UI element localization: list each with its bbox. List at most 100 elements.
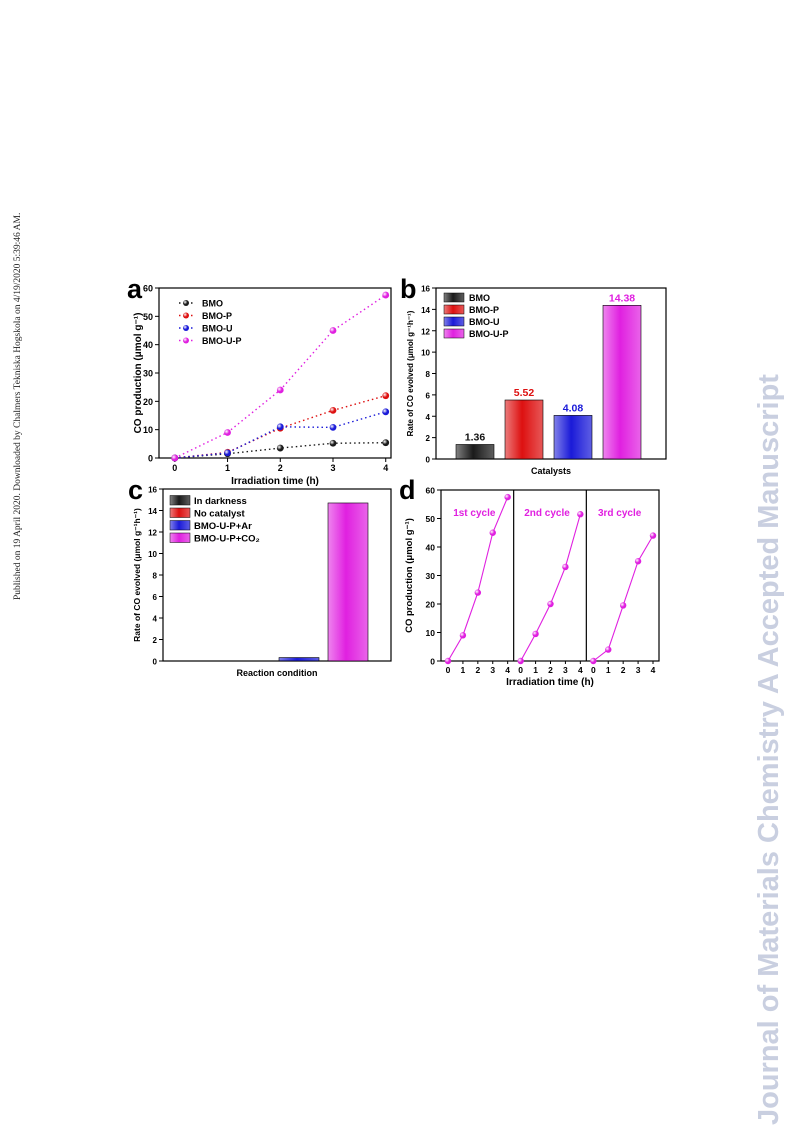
panel-b-ytick-label: 4 (426, 413, 431, 422)
panel-a-xtick-label: 3 (330, 463, 335, 473)
panel-b-bar (602, 305, 642, 460)
panel-b-legend-swatch (443, 328, 465, 339)
panel-b-value-label: 14.38 (609, 292, 635, 304)
panel-b-ytick-label: 12 (421, 327, 430, 336)
panel-c-ytick-label: 0 (153, 658, 158, 667)
panel-a-xtick-label: 2 (278, 463, 283, 473)
panel-d-cycle-line (447, 496, 509, 662)
panel-b-ytick-label: 16 (421, 285, 430, 294)
panel-b-ytick-label: 0 (426, 456, 431, 465)
panel-d-ytick-label: 0 (430, 657, 435, 667)
panel-b-value-label: 4.08 (563, 402, 584, 414)
panel-a-point (276, 423, 284, 431)
panel-a-xtick-label: 4 (383, 463, 388, 473)
panel-d-point (444, 657, 452, 665)
panel-d-xtick-label: 4 (505, 665, 510, 675)
panel-d-xtick-label: 0 (446, 665, 451, 675)
panel-a-point (224, 449, 231, 457)
panel-a-ytick-label: 60 (143, 284, 153, 294)
panel-a-point (171, 454, 179, 462)
panel-a-ytick-label: 30 (143, 369, 153, 379)
panel-c-bar (327, 502, 369, 662)
panel-c-ytick-label: 16 (148, 486, 157, 495)
panel-d-point (562, 563, 569, 571)
panel-c-legend-swatch (169, 532, 191, 543)
panel-a-legend-marker (183, 312, 189, 319)
panel-a-point (224, 429, 231, 436)
panel-a-legend-label: BMO-P (202, 311, 232, 321)
panel-d-xtick-label: 2 (621, 665, 626, 675)
panel-b-value-label: 1.36 (465, 431, 486, 443)
panel-d-point (459, 632, 467, 639)
panel-d-xlabel: Irradiation time (h) (506, 677, 594, 688)
panel-label-a: a (127, 274, 143, 304)
panel-a-ytick-label: 10 (143, 425, 153, 435)
panel-a-series-line (174, 442, 386, 459)
panel-a-point (329, 439, 337, 447)
panel-d-cycle-label: 2nd cycle (524, 508, 570, 519)
panel-c-legend-label: BMO-U-P+Ar (194, 521, 252, 532)
panel-a-ytick-label: 40 (143, 340, 153, 350)
panel-a-point (382, 291, 390, 299)
panel-d-point (532, 630, 539, 638)
panel-d-ytick-label: 30 (426, 571, 436, 581)
panel-a-point (329, 424, 337, 431)
panel-c-ylabel: Rate of CO evolved (μmol g⁻¹h⁻¹) (132, 508, 142, 642)
panel-d-xtick-label: 3 (563, 665, 568, 675)
panel-b-legend-label: BMO-P (469, 305, 499, 315)
panel-c-ytick-label: 10 (148, 550, 157, 559)
panel-a-legend-label: BMO (202, 299, 223, 309)
panel-a-series-line (174, 394, 386, 459)
panel-d-ylabel: CO production (μmol g⁻¹) (404, 518, 415, 633)
panel-b-legend-label: BMO-U-P (469, 329, 509, 339)
panel-d-cycle-line (592, 535, 654, 662)
panel-label-c: c (128, 475, 143, 505)
panel-d-point (489, 529, 496, 536)
panel-d-xtick-label: 3 (490, 665, 495, 675)
panel-a-frame (158, 287, 392, 459)
panel-b-legend-swatch (443, 292, 465, 303)
panel-a-point (382, 392, 390, 400)
panel-d-xtick-label: 1 (606, 665, 611, 675)
panel-a-point (329, 327, 337, 334)
panel-a-legend-label: BMO-U (202, 324, 233, 334)
panel-a-xlabel: Irradiation time (h) (231, 476, 319, 487)
panel-d-xtick-label: 0 (518, 665, 523, 675)
panel-b-bar (553, 415, 593, 460)
panel-b-ytick-label: 2 (426, 434, 431, 443)
panel-c-xlabel: Reaction condition (237, 668, 318, 678)
panel-d-point (590, 657, 597, 665)
panel-d-point (619, 602, 627, 609)
panel-a-ytick-label: 50 (143, 312, 153, 322)
panel-d-xtick-label: 4 (578, 665, 583, 675)
panel-b-legend-swatch (443, 316, 465, 327)
panel-d-xtick-label: 4 (651, 665, 656, 675)
panel-d-xtick-label: 1 (533, 665, 538, 675)
panel-a-point (329, 407, 337, 414)
panel-b-ytick-label: 14 (421, 306, 430, 315)
panel-b-ytick-label: 10 (421, 349, 430, 358)
panel-d-point (649, 532, 657, 539)
panel-d-xtick-label: 2 (475, 665, 480, 675)
panel-c-legend-label: In darkness (194, 496, 247, 507)
panel-c-ytick-label: 14 (148, 507, 157, 516)
panel-b-legend-label: BMO-U (469, 317, 500, 327)
panel-d-cycle-line (520, 514, 581, 662)
panel-a-ytick-label: 0 (148, 454, 153, 464)
panel-d-point (504, 493, 511, 501)
panel-c-ytick-label: 2 (153, 636, 158, 645)
panel-d-point (577, 511, 584, 518)
panel-c-legend-label: BMO-U-P+CO₂ (194, 534, 260, 545)
panel-a-point (276, 386, 284, 394)
panel-b-value-label: 5.52 (514, 387, 535, 399)
panel-d-xtick-label: 2 (548, 665, 553, 675)
panel-d-ytick-label: 10 (426, 628, 436, 638)
panel-a-point (382, 439, 390, 447)
panel-a-xtick-label: 0 (172, 463, 177, 473)
panel-a-ytick-label: 20 (143, 397, 153, 407)
panel-c-legend-label: No catalyst (194, 509, 246, 520)
panel-a-ylabel: CO production (μmol g⁻¹) (133, 313, 144, 434)
panel-d-point (605, 646, 612, 653)
panel-d-ytick-label: 20 (426, 600, 436, 610)
